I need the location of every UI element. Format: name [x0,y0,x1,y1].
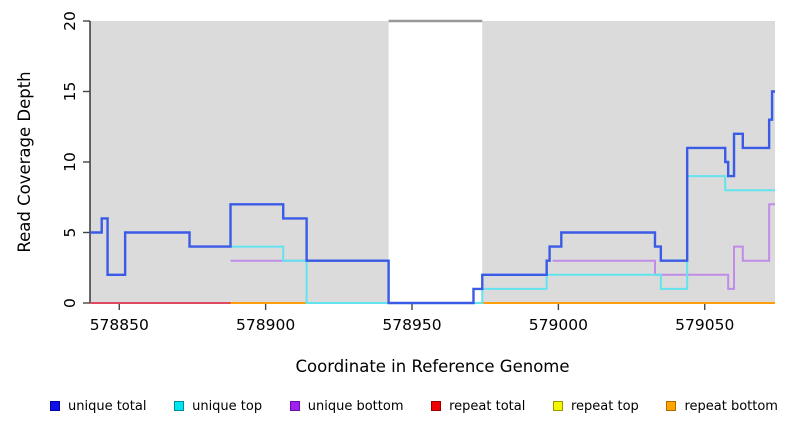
x-tick-label: 578900 [236,316,295,334]
unique-top-label: unique top [192,398,263,414]
x-axis-title: Coordinate in Reference Genome [295,357,569,376]
repeat-total-label: repeat total [449,398,526,414]
y-axis-title: Read Coverage Depth [15,71,34,252]
legend-item-repeat-total: repeat total [431,399,525,414]
series-unique-bottom [552,203,775,290]
repeat-top-label: repeat top [571,398,639,414]
x-tick-label: 578950 [382,316,441,334]
coverage-plot: 578850 578900 578950 579000 579050 0 5 10 15 20 Co… [15,11,775,376]
y-tick-label: 15 [61,82,79,102]
y-tick-label: 5 [61,228,79,238]
chart-legend: unique total unique top unique bottom re… [0,388,792,424]
unique-bottom-swatch [289,401,300,411]
legend-item-unique-top: unique top [174,399,262,414]
unique-total-swatch [50,401,60,411]
legend-item-unique-total: unique total [50,399,146,414]
repeat-total-swatch [431,401,442,411]
x-tick-label: 578850 [90,316,149,334]
y-tick-label: 0 [61,298,79,308]
unique-bottom-label: unique bottom [307,398,404,414]
legend-item-repeat-top: repeat top [553,399,639,414]
x-tick-label: 579050 [675,316,734,334]
y-tick-label: 20 [61,11,79,31]
legend-item-repeat-bottom: repeat bottom [666,399,778,414]
legend-item-unique-bottom: unique bottom [289,398,404,414]
unique-top-swatch [174,401,185,411]
repeat-top-swatch [553,401,563,411]
y-tick-label: 10 [61,152,79,172]
repeat-bottom-label: repeat bottom [684,398,778,414]
unique-total-label: unique total [68,398,147,414]
series-unique-top [230,175,775,304]
x-tick-label: 579000 [529,316,588,334]
repeat-bottom-swatch [666,401,677,411]
series-unique-total [90,90,775,305]
background-band-0 [90,21,389,303]
